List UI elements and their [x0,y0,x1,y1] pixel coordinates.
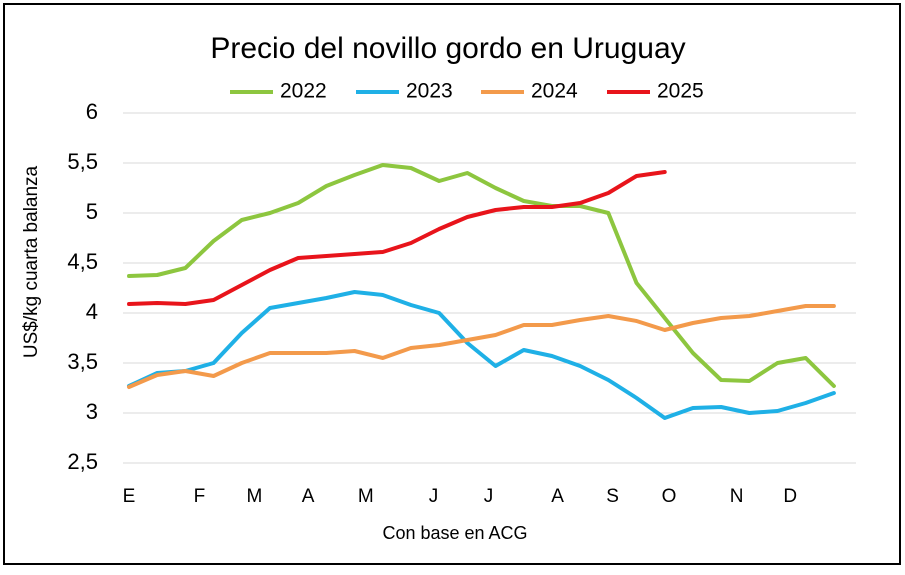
y-tick-label: 6 [86,99,98,124]
x-tick-label: M [247,486,263,507]
chart-title: Precio del novillo gordo en Uruguay [210,32,685,65]
x-tick-label: S [606,486,619,507]
legend-label: 2024 [531,80,578,103]
x-tick-label: N [730,486,744,507]
y-tick-label: 5 [86,199,98,224]
x-axis-label: Con base en ACG [382,523,527,543]
y-tick-label: 4,5 [67,249,98,274]
x-tick-label: J [429,486,439,507]
x-tick-label: M [358,486,374,507]
y-tick-label: 4 [86,299,98,324]
y-tick-label: 2,5 [67,449,98,474]
x-tick-label: J [484,486,494,507]
legend-label: 2023 [406,80,453,103]
series-line [127,304,836,389]
x-tick-label: E [123,486,136,507]
y-tick-label: 3 [86,399,98,424]
x-tick-label: A [302,486,315,507]
legend-label: 2025 [657,80,704,103]
y-tick-label: 3,5 [67,349,98,374]
x-tick-label: O [662,486,677,507]
x-tick-label: F [194,486,206,507]
y-axis-label: US$/kg cuarta balanza [21,165,42,358]
series-line [127,170,667,306]
series-line [127,163,836,388]
x-tick-label: A [551,486,564,507]
series-line [127,290,836,420]
chart-border [3,3,901,565]
legend-label: 2022 [280,80,327,103]
x-tick-label: D [783,486,797,507]
y-tick-label: 5,5 [67,149,98,174]
